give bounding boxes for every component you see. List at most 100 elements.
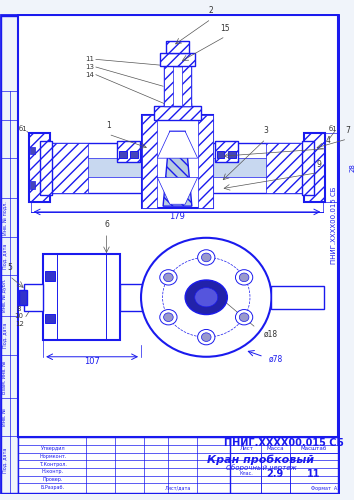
Text: Под. дата: Под. дата bbox=[2, 244, 7, 268]
Bar bbox=[131, 150, 138, 158]
Bar bbox=[266, 143, 323, 192]
Text: ПНИГ.ХХХХ00.015 СБ: ПНИГ.ХХХХ00.015 СБ bbox=[331, 186, 337, 264]
Text: 4: 4 bbox=[326, 136, 331, 144]
Bar bbox=[40, 141, 52, 195]
Bar bbox=[43, 254, 120, 340]
Bar bbox=[30, 181, 35, 189]
Bar bbox=[304, 133, 325, 202]
Text: 7: 7 bbox=[345, 126, 350, 135]
Bar bbox=[31, 158, 323, 178]
Bar bbox=[302, 141, 314, 195]
Bar bbox=[217, 150, 224, 158]
Text: ø78: ø78 bbox=[269, 355, 283, 364]
Bar bbox=[45, 314, 55, 323]
Bar bbox=[339, 146, 344, 154]
Text: б1: б1 bbox=[329, 126, 337, 132]
Text: Провер.: Провер. bbox=[42, 477, 63, 482]
Text: 28: 28 bbox=[349, 164, 354, 172]
Bar bbox=[18, 438, 338, 493]
Bar bbox=[228, 150, 236, 158]
Bar bbox=[160, 52, 195, 66]
Ellipse shape bbox=[239, 273, 249, 281]
Ellipse shape bbox=[160, 270, 177, 285]
Bar bbox=[24, 284, 43, 310]
Text: Инв. №: Инв. № bbox=[2, 408, 7, 426]
Bar bbox=[182, 66, 191, 106]
Bar bbox=[302, 141, 314, 195]
Bar bbox=[29, 133, 50, 202]
Text: 12: 12 bbox=[15, 321, 24, 327]
Bar bbox=[1, 16, 18, 493]
Bar bbox=[164, 104, 191, 115]
Bar bbox=[117, 141, 140, 162]
Bar bbox=[119, 150, 127, 158]
Text: Под. дата: Под. дата bbox=[2, 448, 7, 473]
Text: Кран пробковый: Кран пробковый bbox=[207, 454, 314, 464]
Text: 11: 11 bbox=[85, 56, 94, 62]
Ellipse shape bbox=[164, 273, 173, 281]
Bar bbox=[154, 106, 200, 120]
Text: Нормконт.: Нормконт. bbox=[39, 454, 67, 459]
Text: 11: 11 bbox=[307, 469, 320, 479]
Bar bbox=[160, 52, 195, 66]
Text: б1: б1 bbox=[19, 126, 27, 132]
Text: 10: 10 bbox=[15, 314, 24, 320]
Text: 6: 6 bbox=[104, 220, 109, 229]
Bar bbox=[304, 133, 325, 202]
Text: 9: 9 bbox=[316, 160, 321, 168]
Bar bbox=[30, 146, 35, 154]
Bar bbox=[31, 143, 88, 192]
Bar bbox=[45, 272, 55, 281]
Text: 107: 107 bbox=[84, 357, 100, 366]
Ellipse shape bbox=[185, 280, 227, 314]
Bar bbox=[339, 181, 344, 189]
Text: 3: 3 bbox=[263, 126, 268, 135]
Bar bbox=[215, 141, 238, 162]
Text: Утвердил: Утвердил bbox=[40, 446, 65, 452]
Text: 15: 15 bbox=[221, 24, 230, 32]
Text: 2: 2 bbox=[209, 6, 213, 15]
Bar bbox=[166, 41, 189, 52]
Bar bbox=[29, 133, 50, 202]
Text: Формат  А3: Формат А3 bbox=[312, 486, 341, 490]
Bar bbox=[31, 143, 323, 192]
Bar bbox=[272, 286, 324, 309]
Polygon shape bbox=[157, 178, 198, 204]
Text: Под. дата: Под. дата bbox=[2, 323, 7, 348]
Ellipse shape bbox=[198, 250, 215, 265]
Text: 2.9: 2.9 bbox=[267, 469, 284, 479]
Text: 13: 13 bbox=[85, 64, 94, 70]
Ellipse shape bbox=[141, 238, 272, 357]
Text: ПНИГ.ХХХХ00.015 СБ: ПНИГ.ХХХХ00.015 СБ bbox=[224, 438, 344, 448]
Text: Инв. № подл.: Инв. № подл. bbox=[2, 201, 7, 234]
Bar bbox=[142, 115, 157, 208]
Text: Масса: Масса bbox=[267, 446, 284, 452]
Ellipse shape bbox=[198, 330, 215, 345]
Text: 179: 179 bbox=[169, 212, 185, 221]
Text: Клас.: Клас. bbox=[240, 472, 253, 476]
Polygon shape bbox=[163, 132, 192, 206]
Text: Взам. инв. №: Взам. инв. № bbox=[2, 360, 7, 394]
Ellipse shape bbox=[164, 313, 173, 322]
Bar bbox=[164, 66, 191, 106]
Text: Лист: Лист bbox=[240, 446, 253, 452]
Text: 1: 1 bbox=[106, 122, 111, 130]
Bar bbox=[164, 104, 191, 115]
Text: Н.контр.: Н.контр. bbox=[42, 470, 64, 474]
Ellipse shape bbox=[239, 313, 249, 322]
Bar bbox=[164, 66, 173, 106]
Bar bbox=[142, 115, 213, 208]
Ellipse shape bbox=[235, 310, 253, 325]
Text: Лист/дата: Лист/дата bbox=[164, 486, 191, 490]
Bar bbox=[19, 290, 27, 305]
Bar bbox=[154, 106, 200, 120]
Bar bbox=[215, 141, 238, 162]
Polygon shape bbox=[157, 132, 198, 158]
Text: 8: 8 bbox=[17, 306, 22, 312]
Text: Б.Разраб.: Б.Разраб. bbox=[41, 484, 65, 490]
Bar bbox=[117, 141, 140, 162]
Ellipse shape bbox=[195, 288, 218, 307]
Text: 14: 14 bbox=[85, 72, 94, 78]
Ellipse shape bbox=[201, 253, 211, 262]
Ellipse shape bbox=[160, 310, 177, 325]
